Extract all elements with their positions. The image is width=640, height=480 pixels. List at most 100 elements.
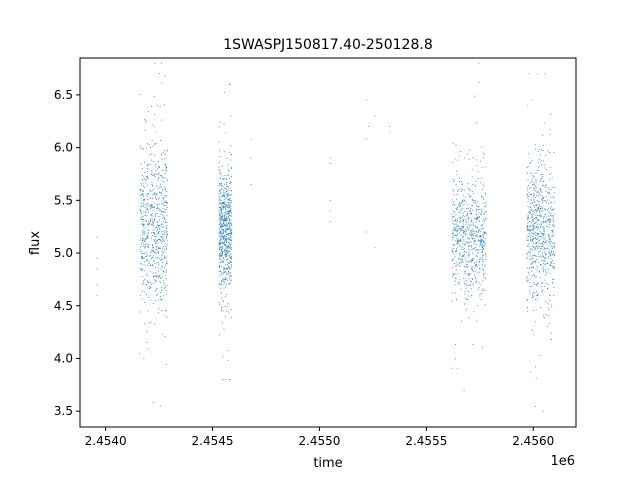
data-point <box>535 246 537 248</box>
data-point <box>164 211 166 213</box>
data-point <box>467 266 469 269</box>
data-point <box>161 242 163 244</box>
data-point <box>140 188 142 190</box>
data-point <box>153 229 155 231</box>
data-point <box>536 232 538 234</box>
data-point <box>536 210 538 212</box>
data-point <box>220 240 222 243</box>
data-point <box>542 197 545 199</box>
data-point <box>220 228 222 230</box>
data-point <box>156 168 158 170</box>
data-point <box>148 223 150 225</box>
data-point <box>541 290 544 292</box>
data-point <box>526 281 528 283</box>
data-point <box>166 316 168 318</box>
data-point <box>224 203 226 205</box>
data-point <box>453 233 455 235</box>
data-point <box>545 196 548 198</box>
data-point <box>142 229 144 231</box>
data-point <box>220 206 222 208</box>
data-point <box>526 196 529 199</box>
data-point <box>156 246 158 248</box>
data-point <box>452 232 454 234</box>
data-point <box>471 233 473 235</box>
data-point <box>459 245 461 247</box>
data-point <box>454 226 456 228</box>
data-point <box>476 235 478 237</box>
data-point <box>463 219 465 222</box>
data-point <box>219 236 221 238</box>
data-point <box>222 237 224 239</box>
data-point <box>483 218 485 220</box>
data-point <box>162 177 164 179</box>
data-point <box>166 293 168 295</box>
data-point <box>533 274 535 277</box>
data-point <box>529 236 531 238</box>
data-point <box>225 207 227 209</box>
data-point <box>229 212 231 214</box>
data-point <box>149 197 151 200</box>
data-point <box>454 227 456 229</box>
data-point <box>164 274 166 276</box>
data-point <box>466 274 468 276</box>
data-point <box>155 173 157 175</box>
data-point <box>228 283 230 285</box>
data-point <box>539 205 541 207</box>
data-point <box>548 235 550 237</box>
data-point <box>221 175 223 177</box>
data-point <box>159 238 161 241</box>
data-point <box>229 187 231 189</box>
data-point <box>459 254 461 256</box>
data-point <box>470 266 472 268</box>
data-point <box>542 200 544 202</box>
data-point <box>480 242 482 244</box>
data-point <box>146 215 148 217</box>
data-point <box>139 240 141 242</box>
data-point <box>163 280 165 282</box>
data-point <box>543 286 546 288</box>
data-point <box>531 221 534 223</box>
data-point <box>151 245 154 247</box>
data-point <box>452 276 454 278</box>
data-point <box>154 206 156 208</box>
data-point <box>139 353 141 355</box>
data-point <box>468 238 470 240</box>
data-point <box>530 214 532 216</box>
data-point <box>533 192 535 194</box>
data-point <box>539 204 541 206</box>
data-point <box>226 227 228 229</box>
data-point <box>160 281 162 283</box>
data-point <box>532 236 534 238</box>
data-point <box>540 215 542 217</box>
data-point <box>141 269 143 271</box>
data-point <box>481 256 483 258</box>
data-point <box>476 256 478 258</box>
data-point <box>221 219 223 221</box>
x-tick-label: 2.4560 <box>512 434 554 448</box>
data-point <box>452 178 454 180</box>
data-point <box>225 306 227 308</box>
data-point <box>536 238 538 240</box>
data-point <box>162 236 164 238</box>
data-point <box>159 185 161 187</box>
data-point <box>533 204 535 207</box>
data-point <box>465 196 467 198</box>
data-point <box>218 166 220 168</box>
data-point <box>537 215 539 217</box>
data-point <box>152 246 154 248</box>
data-point <box>462 220 464 223</box>
data-point <box>538 148 540 150</box>
data-point <box>529 250 531 252</box>
data-point <box>220 292 222 294</box>
data-point <box>540 160 542 162</box>
data-point <box>218 334 220 336</box>
data-point <box>527 310 529 312</box>
data-point <box>549 173 551 175</box>
data-point <box>230 275 232 277</box>
data-point <box>229 215 231 217</box>
data-point <box>528 290 531 292</box>
data-point <box>538 209 541 211</box>
data-point <box>218 170 220 172</box>
data-point <box>145 238 147 240</box>
data-point <box>480 231 482 233</box>
